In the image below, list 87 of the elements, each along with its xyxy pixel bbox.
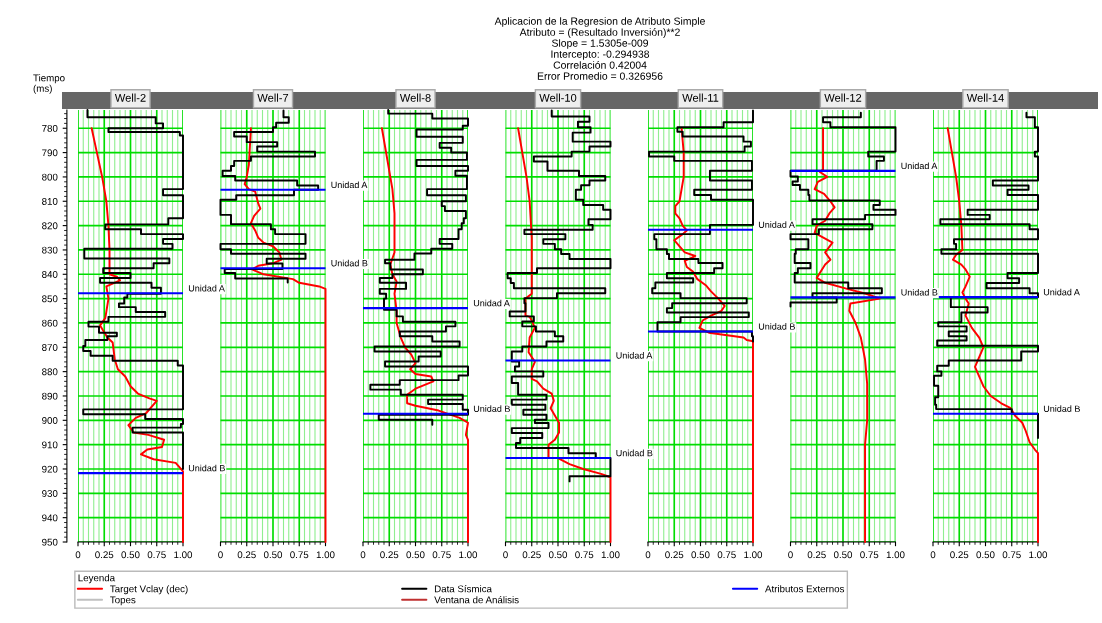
ref-line-label: Unidad B: [473, 405, 510, 412]
text: Intercepto: -0.294938: [551, 50, 650, 60]
y-tick-label: 920: [42, 465, 58, 473]
text: Correlación 0.42004: [553, 61, 647, 69]
ref-line-label: Unidad A: [1043, 288, 1080, 296]
ref-line-label: Unidad A: [758, 221, 795, 228]
chart-title: Well-11: [682, 93, 719, 102]
y-tick-label: 940: [42, 514, 58, 522]
chart-title: Well-7: [257, 93, 289, 102]
x-tick-label: 0.25: [95, 551, 114, 559]
y-tick-label: 870: [42, 344, 58, 351]
ref-line-label: Unidad B: [188, 464, 225, 472]
x-tick-label: 0.25: [380, 551, 399, 559]
ref-line-label: Unidad B: [758, 323, 795, 330]
x-tick-label: 0.50: [691, 551, 710, 559]
x-tick-label: 1.00: [1029, 551, 1048, 559]
chart-title: Well-12: [824, 93, 862, 102]
legend-label: Ventana de Análisis: [434, 596, 519, 604]
legend-label: Topes: [110, 596, 136, 606]
x-tick-label: 0: [75, 551, 81, 559]
y-tick-label: 950: [42, 538, 58, 546]
y-tick-label: 810: [42, 198, 58, 205]
y-tick-label: 930: [42, 490, 58, 497]
x-tick-label: 0.50: [976, 551, 995, 559]
legend-label: Data Sísmica: [434, 585, 492, 593]
x-tick-label: 0.75: [575, 551, 594, 559]
y-tick-label: 900: [42, 417, 58, 424]
y-axis-title: Tiempo (ms): [33, 74, 65, 94]
x-tick-label: 1.00: [744, 551, 763, 559]
x-tick-label: 0.25: [950, 551, 969, 559]
x-tick-label: 1.00: [601, 551, 620, 559]
x-tick-label: 0.50: [263, 551, 283, 559]
text: Error Promedio = 0.326956: [537, 72, 663, 80]
chart-title: Well-2: [114, 93, 146, 102]
y-tick-label: 830: [42, 246, 58, 254]
x-tick-label: 1.00: [459, 551, 478, 559]
ref-line-label: Unidad A: [473, 299, 510, 307]
x-tick-label: 0.50: [121, 551, 140, 559]
ref-line-label: Unidad A: [616, 352, 653, 359]
legend-title: Leyenda: [78, 574, 116, 584]
legend-label: Atributos Externos: [765, 585, 845, 593]
x-tick-label: 0.50: [548, 551, 568, 559]
y-tick-label: 910: [42, 441, 58, 449]
y-tick-label: 850: [42, 295, 58, 303]
ref-line-label: Unidad A: [901, 162, 938, 170]
x-tick-label: 0.25: [522, 551, 541, 559]
ref-line-label: Unidad B: [1043, 405, 1080, 412]
x-tick-label: 0.75: [432, 551, 451, 559]
y-tick-label: 880: [42, 368, 58, 376]
x-tick-label: 0.50: [406, 551, 425, 559]
x-tick-label: 0.75: [1002, 551, 1021, 559]
x-tick-label: 0: [218, 551, 223, 559]
x-tick-label: 0.50: [833, 551, 853, 559]
x-tick-label: 0.25: [807, 551, 826, 559]
x-tick-label: 1.00: [886, 551, 905, 559]
chart-title: Well-14: [966, 93, 1004, 102]
ref-line-label: Unidad B: [901, 288, 938, 296]
x-tick-label: 0.75: [290, 551, 309, 559]
x-tick-label: 0.75: [717, 551, 736, 559]
chart-title: Well-10: [539, 93, 577, 102]
y-tick-label: 860: [42, 319, 58, 327]
x-tick-label: 0.75: [860, 551, 879, 559]
ref-line-label: Unidad B: [616, 449, 653, 457]
ref-line-label: Unidad B: [331, 259, 368, 267]
x-tick-label: 0.25: [665, 551, 684, 559]
chart-title: Well-8: [399, 93, 431, 102]
x-tick-label: 0: [503, 551, 508, 559]
ref-line-label: Unidad A: [188, 284, 225, 292]
x-tick-label: 0: [930, 551, 936, 559]
ref-line-label: Unidad A: [331, 181, 368, 189]
legend-label: Target Vclay (dec): [110, 585, 188, 595]
text: Aplicacion de la Regresion de Atributo Simple: [494, 17, 705, 27]
y-tick-label: 800: [42, 173, 58, 181]
x-tick-label: 1.00: [174, 551, 193, 559]
x-tick-label: 0.75: [147, 551, 166, 559]
text: Atributo = (Resultado Inversión)**2: [519, 28, 680, 38]
x-tick-label: 0: [788, 551, 793, 559]
y-tick-label: 890: [42, 392, 58, 400]
x-tick-label: 1.00: [316, 551, 335, 559]
y-tick-label: 780: [42, 124, 58, 132]
y-tick-label: 820: [42, 222, 58, 230]
y-tick-label: 790: [42, 149, 58, 157]
x-tick-label: 0: [645, 551, 651, 559]
x-tick-label: 0: [360, 551, 366, 559]
text: Slope = 1.5305e-009: [551, 39, 649, 49]
y-tick-label: 840: [42, 271, 58, 278]
x-tick-label: 0.25: [237, 551, 256, 559]
